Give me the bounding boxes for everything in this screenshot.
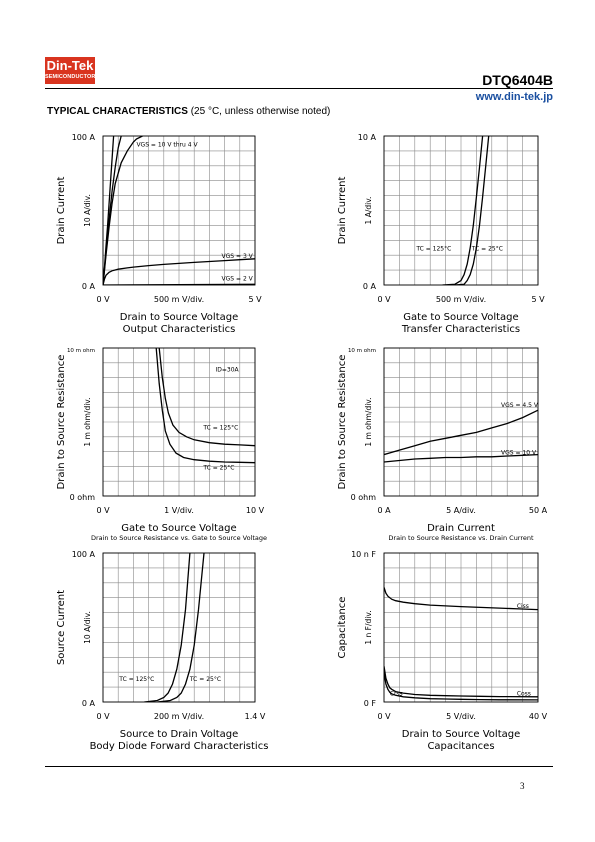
chart-title: Transfer Characteristics: [401, 324, 520, 335]
company-logo: Din-Tek SEMICONDUCTOR: [45, 57, 95, 84]
series-line-2: [384, 453, 538, 463]
y-tick-min: 0 A: [82, 282, 96, 291]
page-number: 3: [520, 781, 525, 791]
y-tick-min: 0 A: [82, 699, 96, 708]
annotation-label: TC = 125°C: [202, 424, 238, 431]
series-line-3: [384, 672, 538, 701]
series-line-1: [158, 348, 255, 447]
y-tick-min: 0 F: [364, 699, 377, 708]
y-axis-label: Source Current: [56, 590, 67, 665]
annotation-label: VGS = 4.5 V: [501, 402, 539, 409]
annotation-label: Crss: [390, 690, 403, 697]
x-div-label: 500 m V/div.: [154, 295, 204, 304]
y-axis-label: Capacitance: [337, 597, 348, 659]
annotation-label: VGS = 3 V: [222, 253, 254, 260]
header-rule: [45, 88, 553, 89]
y-axis-label: Drain Current: [337, 177, 348, 245]
series-line-4: [103, 258, 255, 285]
x-div-label: 1 V/div.: [164, 506, 194, 515]
chart-subtitle: Drain to Source Resistance vs. Gate to S…: [91, 534, 267, 542]
x-axis-label: Source to Drain Voltage: [120, 729, 239, 740]
y-tick-max: 100 A: [72, 133, 96, 142]
x-tick-max: 40 V: [529, 712, 548, 721]
x-axis-label: Gate to Source Voltage: [403, 312, 518, 323]
x-axis-label: Gate to Source Voltage: [121, 523, 236, 534]
x-tick-min: 0 A: [377, 506, 391, 515]
annotation-label: TC = 25°C: [202, 464, 234, 471]
x-tick-min: 0 V: [96, 295, 110, 304]
y-axis-label: Drain to Source Resistance: [337, 355, 348, 490]
x-axis-label: Drain to Source Voltage: [120, 312, 239, 323]
chart-subtitle: Drain to Source Resistance vs. Drain Cur…: [388, 534, 534, 542]
x-div-label: 5 V/div.: [446, 712, 476, 721]
series-line-1: [384, 587, 538, 611]
y-tick-max: 10 A: [358, 133, 377, 142]
y-tick-max: 10 n F: [351, 550, 376, 559]
annotation-label: TC = 25°C: [189, 676, 221, 683]
section-heading: TYPICAL CHARACTERISTICS (25 °C, unless o…: [47, 106, 330, 117]
plot-frame: [383, 552, 539, 703]
x-tick-max: 10 V: [246, 506, 265, 515]
y-div-label: 10 A/div.: [83, 194, 92, 227]
x-div-label: 200 m V/div.: [154, 712, 204, 721]
x-tick-max: 1.4 V: [245, 712, 266, 721]
annotation-label: TC = 25°C: [471, 246, 503, 253]
y-tick-max: 10 m ohm: [67, 348, 95, 354]
footer-rule: [45, 766, 553, 767]
series-line-2: [157, 553, 205, 702]
x-axis-label: Drain Current: [427, 523, 495, 534]
annotation-label: Ciss: [517, 603, 529, 610]
x-tick-min: 0 V: [96, 506, 110, 515]
series-line-2: [155, 348, 255, 464]
chart-title: Output Characteristics: [123, 324, 236, 335]
series-line-2: [454, 136, 490, 285]
y-div-label: 10 A/div.: [83, 611, 92, 644]
x-div-label: 5 A/div.: [446, 506, 476, 515]
y-tick-min: 0 ohm: [351, 493, 377, 502]
series-line-3: [103, 136, 143, 285]
x-tick-max: 5 V: [248, 295, 262, 304]
annotation-label: TC = 125°C: [415, 246, 451, 253]
logo-line2: SEMICONDUCTOR: [45, 74, 96, 80]
annotation-label: Coss: [517, 690, 531, 697]
y-div-label: 1 A/div.: [364, 197, 373, 225]
y-tick-min: 0 ohm: [70, 493, 96, 502]
y-div-label: 1 m ohm/div.: [364, 397, 373, 446]
annotation-label: VGS = 10 V: [501, 450, 537, 457]
x-tick-min: 0 V: [377, 712, 391, 721]
y-div-label: 1 n F/div.: [364, 610, 373, 644]
y-tick-max: 100 A: [72, 550, 96, 559]
plot-frame: [102, 552, 256, 703]
y-div-label: 1 m ohm/div.: [83, 397, 92, 446]
annotation-label: VGS = 10 V thru 4 V: [136, 141, 198, 148]
section-title: TYPICAL CHARACTERISTICS: [47, 106, 188, 117]
plot-frame: [383, 347, 539, 497]
series-line-5: [103, 283, 255, 285]
y-tick-max: 10 m ohm: [348, 348, 376, 354]
plot-frame: [102, 347, 256, 497]
logo-line1: Din-Tek: [46, 58, 94, 73]
part-number: DTQ6404B: [482, 72, 553, 88]
x-axis-label: Drain to Source Voltage: [402, 729, 521, 740]
y-tick-min: 0 A: [363, 282, 377, 291]
x-div-label: 500 m V/div.: [436, 295, 486, 304]
y-axis-label: Drain to Source Resistance: [56, 355, 67, 490]
annotation-label: TC = 125°C: [118, 676, 154, 683]
x-tick-min: 0 V: [96, 712, 110, 721]
annotation-label: ID=30A: [215, 367, 239, 374]
x-tick-min: 0 V: [377, 295, 391, 304]
annotation-label: VGS = 2 V: [222, 276, 254, 283]
chart-title: Capacitances: [427, 741, 494, 752]
series-line-1: [442, 136, 484, 285]
section-note: (25 °C, unless otherwise noted): [190, 106, 331, 117]
y-axis-label: Drain Current: [56, 177, 67, 245]
website-url: www.din-tek.jp: [475, 91, 553, 103]
x-tick-max: 50 A: [529, 506, 548, 515]
series-line-2: [384, 666, 538, 698]
series-line-1: [144, 553, 191, 702]
series-line-1: [384, 409, 538, 456]
x-tick-max: 5 V: [531, 295, 545, 304]
chart-title: Body Diode Forward Characteristics: [90, 741, 269, 752]
